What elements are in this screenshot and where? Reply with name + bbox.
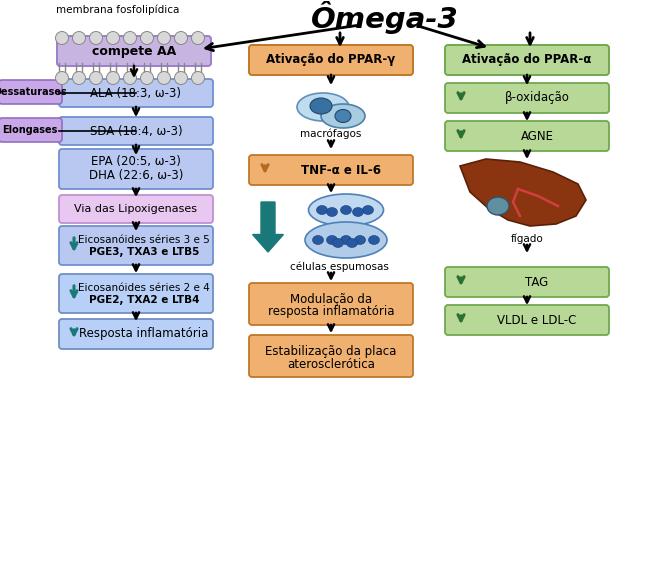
Ellipse shape: [362, 205, 373, 215]
Text: EPA (20:5, ω-3): EPA (20:5, ω-3): [91, 156, 181, 169]
Ellipse shape: [332, 238, 344, 247]
FancyBboxPatch shape: [249, 155, 413, 185]
Text: Ômega-3: Ômega-3: [311, 2, 459, 35]
Text: Ativação do PPAR-α: Ativação do PPAR-α: [462, 54, 592, 66]
Ellipse shape: [354, 235, 366, 245]
Circle shape: [123, 71, 137, 84]
Text: Via das Lipoxigenases: Via das Lipoxigenases: [74, 204, 198, 214]
Text: aterosclerótica: aterosclerótica: [287, 358, 375, 371]
Circle shape: [90, 71, 103, 84]
Circle shape: [72, 71, 86, 84]
Text: compete AA: compete AA: [92, 45, 176, 58]
Ellipse shape: [346, 238, 358, 247]
Circle shape: [174, 71, 188, 84]
Circle shape: [90, 32, 103, 45]
FancyBboxPatch shape: [0, 118, 62, 142]
FancyBboxPatch shape: [59, 195, 213, 223]
Ellipse shape: [326, 208, 338, 217]
Text: Elongases: Elongases: [2, 125, 58, 135]
Text: resposta inflamatória: resposta inflamatória: [268, 306, 394, 319]
Circle shape: [123, 32, 137, 45]
Text: Eicosanóides séries 2 e 4: Eicosanóides séries 2 e 4: [78, 283, 210, 293]
Text: TNF-α e IL-6: TNF-α e IL-6: [301, 164, 381, 177]
Text: Modulação da: Modulação da: [290, 294, 372, 307]
Text: Dessaturases: Dessaturases: [0, 87, 67, 97]
Circle shape: [141, 32, 153, 45]
FancyBboxPatch shape: [59, 79, 213, 107]
FancyBboxPatch shape: [249, 283, 413, 325]
Ellipse shape: [340, 235, 352, 245]
Ellipse shape: [321, 104, 365, 128]
Text: Ativação do PPAR-γ: Ativação do PPAR-γ: [267, 54, 395, 66]
FancyBboxPatch shape: [57, 36, 211, 66]
Text: β-oxidação: β-oxidação: [505, 92, 570, 105]
FancyBboxPatch shape: [59, 117, 213, 145]
Circle shape: [56, 71, 68, 84]
Circle shape: [192, 71, 204, 84]
Ellipse shape: [316, 205, 328, 215]
Polygon shape: [253, 202, 283, 252]
Circle shape: [107, 71, 119, 84]
Text: DHA (22:6, ω-3): DHA (22:6, ω-3): [89, 169, 183, 182]
Ellipse shape: [297, 93, 349, 121]
Text: macrófagos: macrófagos: [300, 128, 362, 139]
FancyBboxPatch shape: [59, 274, 213, 313]
FancyBboxPatch shape: [445, 305, 609, 335]
Text: membrana fosfolipídica: membrana fosfolipídica: [56, 5, 180, 15]
Circle shape: [56, 32, 68, 45]
Text: Eicosanóides séries 3 e 5: Eicosanóides séries 3 e 5: [78, 235, 210, 245]
FancyBboxPatch shape: [59, 149, 213, 189]
Circle shape: [107, 32, 119, 45]
Circle shape: [157, 71, 170, 84]
Ellipse shape: [340, 205, 352, 215]
Ellipse shape: [326, 235, 338, 245]
Ellipse shape: [352, 208, 364, 217]
Circle shape: [72, 32, 86, 45]
Text: fígado: fígado: [511, 234, 543, 245]
Text: células espumosas: células espumosas: [289, 261, 389, 272]
Text: ALA (18:3, ω-3): ALA (18:3, ω-3): [90, 87, 182, 100]
Ellipse shape: [305, 222, 387, 258]
Circle shape: [174, 32, 188, 45]
FancyBboxPatch shape: [445, 45, 609, 75]
FancyBboxPatch shape: [0, 80, 62, 104]
Text: Estabilização da placa: Estabilização da placa: [265, 345, 397, 358]
FancyBboxPatch shape: [445, 83, 609, 113]
FancyBboxPatch shape: [249, 335, 413, 377]
Circle shape: [192, 32, 204, 45]
Circle shape: [141, 71, 153, 84]
FancyBboxPatch shape: [59, 319, 213, 349]
Text: AGNE: AGNE: [521, 130, 553, 143]
Ellipse shape: [310, 98, 332, 114]
Circle shape: [157, 32, 170, 45]
Ellipse shape: [369, 235, 379, 245]
FancyBboxPatch shape: [445, 121, 609, 151]
Ellipse shape: [308, 194, 383, 226]
Text: PGE2, TXA2 e LTB4: PGE2, TXA2 e LTB4: [88, 295, 199, 305]
Ellipse shape: [335, 109, 351, 122]
Text: TAG: TAG: [525, 276, 549, 289]
Text: SDA (18:4, ω-3): SDA (18:4, ω-3): [90, 125, 182, 138]
FancyBboxPatch shape: [445, 267, 609, 297]
FancyBboxPatch shape: [59, 226, 213, 265]
Ellipse shape: [312, 235, 324, 245]
Ellipse shape: [487, 197, 509, 215]
Polygon shape: [460, 159, 586, 226]
Text: PGE3, TXA3 e LTB5: PGE3, TXA3 e LTB5: [89, 247, 199, 257]
Text: Resposta inflamatória: Resposta inflamatória: [79, 328, 208, 341]
FancyBboxPatch shape: [249, 45, 413, 75]
Text: VLDL e LDL-C: VLDL e LDL-C: [497, 314, 577, 327]
